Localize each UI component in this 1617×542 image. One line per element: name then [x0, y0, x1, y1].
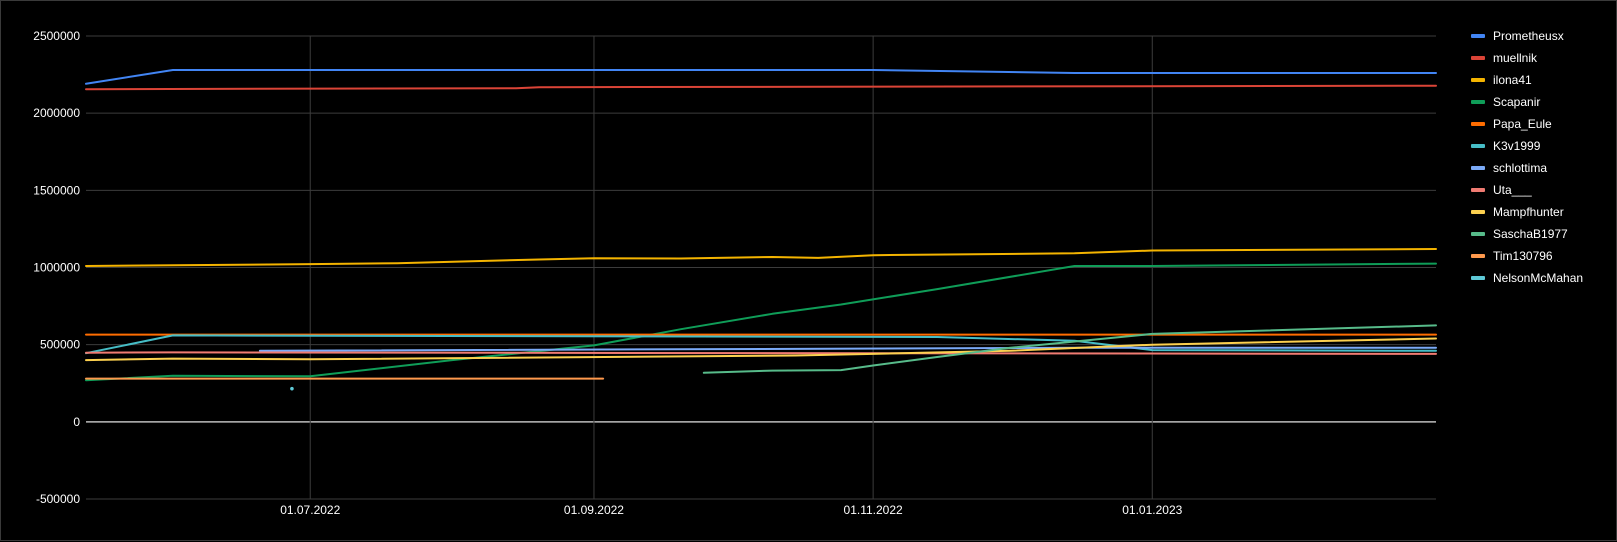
x-tick-label: 01.01.2023 [1122, 503, 1182, 517]
series-line[interactable] [85, 84, 1437, 91]
legend[interactable]: Prometheusx muellnik ilona41 Scapanir Papa_E… [1471, 29, 1583, 285]
legend-swatch [1471, 166, 1485, 170]
axes: -500000 0 500000 1000000 1500000 2000000 25000… [33, 29, 1182, 517]
legend-item-papa-eule[interactable]: Papa_Eule [1471, 117, 1552, 131]
series-prometheusx [85, 69, 1437, 85]
legend-label: SaschaB1977 [1493, 227, 1568, 241]
series-schlottima [258, 346, 1437, 352]
data-point[interactable] [290, 386, 294, 391]
series-layer [85, 69, 1437, 391]
legend-swatch [1471, 254, 1485, 258]
x-tick-label: 01.07.2022 [280, 503, 340, 517]
y-tick-label: 2500000 [33, 29, 80, 43]
y-tick-label: 2000000 [33, 106, 80, 120]
legend-swatch [1471, 100, 1485, 104]
legend-item-k3v1999[interactable]: K3v1999 [1471, 139, 1541, 153]
legend-item-muellnik[interactable]: muellnik [1471, 51, 1538, 65]
legend-label: Tim130796 [1493, 249, 1553, 263]
legend-swatch [1471, 188, 1485, 192]
legend-item-mampfhunter[interactable]: Mampfhunter [1471, 205, 1564, 219]
series-nelsonmcmahan [290, 386, 294, 391]
y-tick-label: 1000000 [33, 261, 80, 275]
y-tick-label: 0 [73, 415, 80, 429]
series-line[interactable] [85, 334, 1437, 355]
legend-item-ilona41[interactable]: ilona41 [1471, 73, 1532, 87]
legend-label: K3v1999 [1493, 139, 1541, 153]
grid [86, 35, 1436, 500]
y-tick-label: 500000 [40, 338, 80, 352]
series-ilona41 [85, 248, 1437, 267]
series-muellnik [85, 84, 1437, 91]
legend-label: Papa_Eule [1493, 117, 1552, 131]
legend-item-tim130796[interactable]: Tim130796 [1471, 249, 1553, 263]
legend-label: ilona41 [1493, 73, 1532, 87]
legend-swatch [1471, 78, 1485, 82]
series-line[interactable] [85, 337, 1437, 362]
legend-swatch [1471, 56, 1485, 60]
series-line[interactable] [85, 248, 1437, 267]
legend-item-nelsonmcmahan[interactable]: NelsonMcMahan [1471, 271, 1583, 285]
series-k3v1999 [85, 334, 1437, 355]
y-tick-label: -500000 [36, 492, 80, 506]
legend-swatch [1471, 210, 1485, 214]
legend-label: Scapanir [1493, 95, 1540, 109]
legend-swatch [1471, 122, 1485, 126]
legend-label: Mampfhunter [1493, 205, 1564, 219]
legend-label: Uta___ [1493, 183, 1532, 197]
legend-label: schlottima [1493, 161, 1547, 175]
series-line[interactable] [702, 324, 1437, 374]
x-tick-label: 01.09.2022 [564, 503, 624, 517]
legend-item-prometheusx[interactable]: Prometheusx [1471, 29, 1564, 43]
legend-item-schlottima[interactable]: schlottima [1471, 161, 1547, 175]
series-mampfhunter [85, 337, 1437, 362]
legend-label: NelsonMcMahan [1493, 271, 1583, 285]
series-scapanir [85, 262, 1437, 382]
legend-item-uta[interactable]: Uta___ [1471, 183, 1532, 197]
legend-label: Prometheusx [1493, 29, 1564, 43]
series-saschab1977 [702, 324, 1437, 374]
y-tick-label: 1500000 [33, 183, 80, 197]
legend-item-saschab1977[interactable]: SaschaB1977 [1471, 227, 1568, 241]
legend-item-scapanir[interactable]: Scapanir [1471, 95, 1540, 109]
legend-label: muellnik [1493, 51, 1538, 65]
legend-swatch [1471, 232, 1485, 236]
legend-swatch [1471, 144, 1485, 148]
series-line[interactable] [85, 69, 1437, 85]
series-uta [85, 351, 1437, 355]
legend-swatch [1471, 276, 1485, 280]
series-line[interactable] [258, 346, 1437, 352]
x-tick-label: 01.11.2022 [844, 503, 903, 517]
legend-swatch [1471, 34, 1485, 38]
series-line[interactable] [85, 262, 1437, 382]
series-line[interactable] [85, 351, 1437, 355]
